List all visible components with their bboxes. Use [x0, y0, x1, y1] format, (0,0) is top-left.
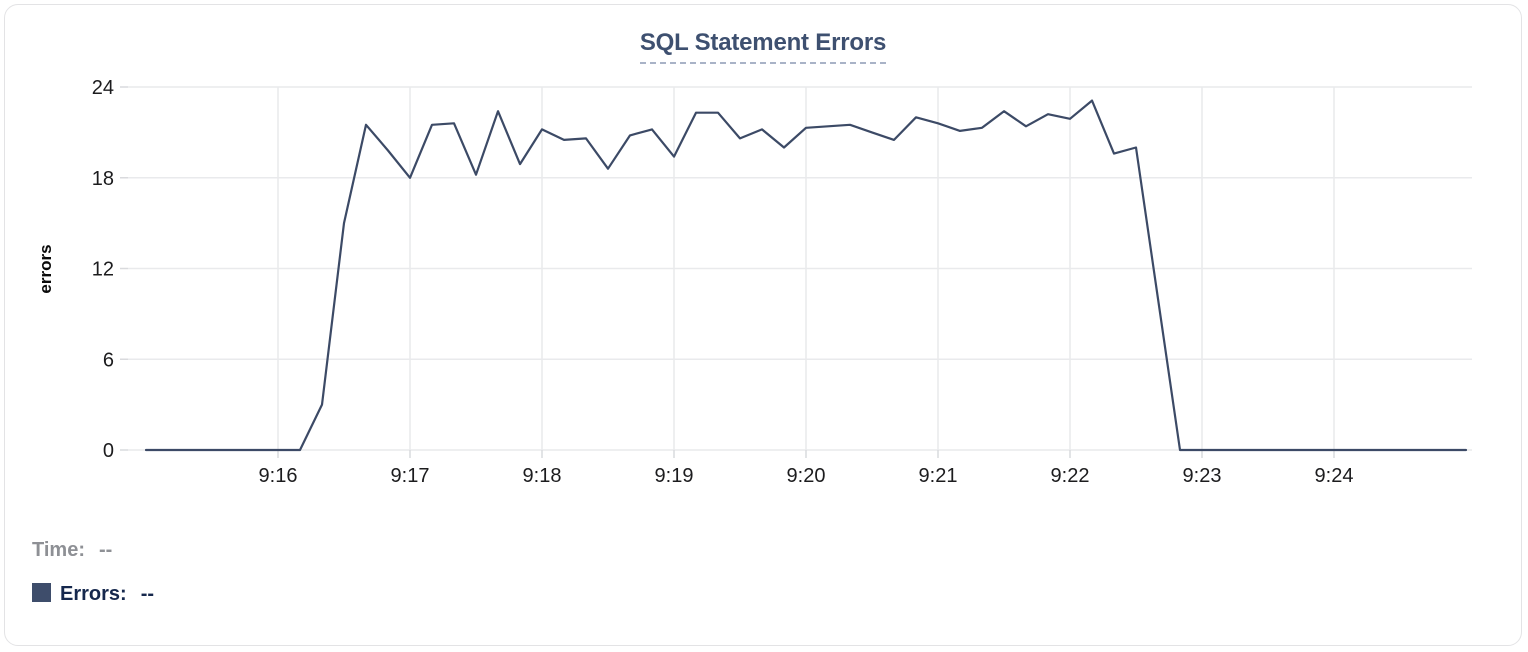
errors-series-swatch-icon — [32, 583, 51, 602]
tooltip-time-label: Time: — [32, 539, 85, 561]
chart-header: SQL Statement Errors — [5, 29, 1521, 64]
y-axis-title: errors — [36, 244, 55, 293]
tooltip-errors-value: -- — [140, 583, 155, 605]
x-tick-label: 9:21 — [919, 465, 958, 487]
y-tick-label: 18 — [92, 168, 114, 190]
x-tick-label: 9:23 — [1183, 465, 1222, 487]
errors-series-line[interactable] — [144, 99, 1468, 452]
tooltip-time-row: Time: -- — [32, 539, 112, 562]
x-tick-label: 9:24 — [1315, 465, 1354, 487]
x-tick-label: 9:17 — [391, 465, 430, 487]
x-tick-label: 9:18 — [523, 465, 562, 487]
y-tick-label: 24 — [92, 77, 114, 99]
y-tick-label: 6 — [103, 349, 114, 371]
x-tick-label: 9:20 — [787, 465, 826, 487]
x-tick-label: 9:16 — [259, 465, 298, 487]
errors-line-chart[interactable]: 0 6 12 18 24 9:16 9:17 9:18 9:19 9:20 9:21 9:22 9:23… — [5, 5, 1522, 517]
y-tick-label: 0 — [103, 440, 114, 462]
tooltip-time-value: -- — [98, 539, 113, 561]
chart-title[interactable]: SQL Statement Errors — [639, 29, 886, 64]
x-tick-label: 9:22 — [1051, 465, 1090, 487]
x-tick-label: 9:19 — [655, 465, 694, 487]
tooltip-errors-label: Errors: — [60, 583, 127, 605]
y-tick-label: 12 — [92, 259, 114, 281]
tooltip-errors-row: Errors: -- — [32, 583, 154, 606]
chart-card: SQL Statement Errors 0 6 12 18 24 9:16 9:17 9:1… — [4, 4, 1522, 646]
